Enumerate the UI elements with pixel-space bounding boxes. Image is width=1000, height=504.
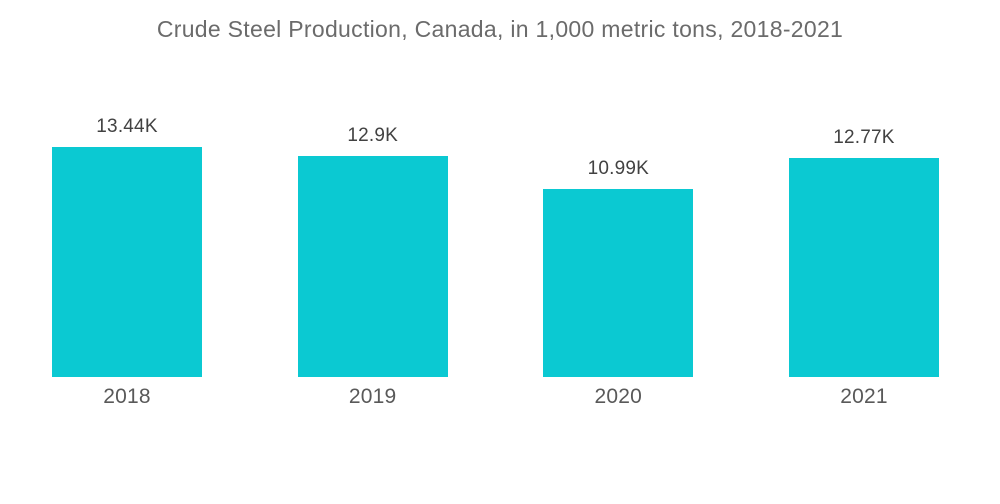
bar-2019 [297,156,448,377]
x-axis-category-labels: 2018 2019 2020 2021 [52,385,939,409]
chart-title: Crude Steel Production, Canada, in 1,000… [156,16,844,42]
bar-2021 [788,158,939,377]
bar-group-2018: 13.44K [52,116,202,377]
bar-2018 [52,147,202,377]
category-label: 2021 [840,385,888,408]
plot-area: 13.44K 12.9K 10.99K 12.77K [52,0,939,377]
bar-value-label: 10.99K [587,158,650,179]
category-label: 2020 [594,385,643,408]
bar-group-2020: 10.99K [543,158,694,377]
category-label: 2018 [103,385,151,408]
bar-value-label: 12.9K [347,125,398,146]
bar-value-label: 12.77K [833,127,895,148]
bar-2020 [543,189,694,377]
bar-group-2021: 12.77K [788,127,939,377]
bar-group-2019: 12.9K [297,125,448,377]
category-label: 2019 [348,385,397,408]
bar-value-label: 13.44K [96,116,158,137]
